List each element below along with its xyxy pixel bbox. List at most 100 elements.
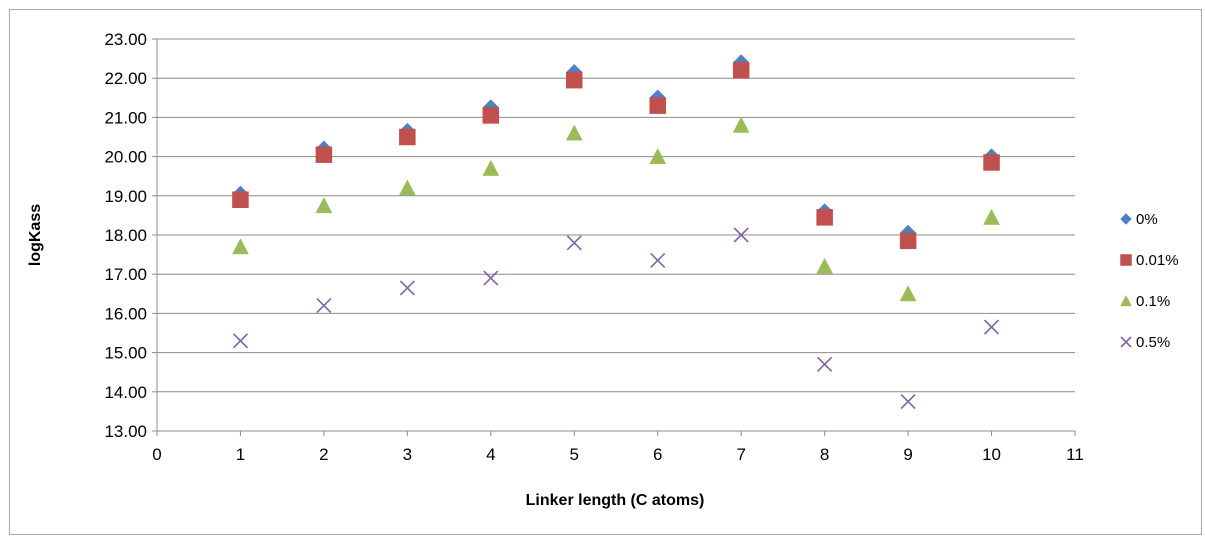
data-point [483,270,499,286]
y-tick-label: 14.00 [104,383,147,402]
x-tick-label: 10 [982,445,1001,464]
x-marker-stroke [483,270,499,286]
square-marker [649,97,666,114]
x-tick-label: 1 [236,445,245,464]
y-tick-label: 18.00 [104,226,147,245]
chart-frame [9,9,1202,535]
triangle-marker [232,238,249,255]
square-marker [732,62,750,79]
data-point [566,71,583,89]
y-tick-label: 19.00 [104,187,147,206]
x-tick-label: 9 [903,445,912,464]
legend-marker [1120,336,1132,348]
square-marker [983,154,1000,171]
x-tick-label: 0 [152,445,161,464]
y-tick-label: 20.00 [104,148,147,167]
data-point [315,197,333,214]
square-marker [482,107,500,124]
y-tick-label: 16.00 [104,304,147,323]
data-point [733,227,749,243]
data-point [398,179,416,196]
gridlines [157,38,1075,393]
x-marker-stroke [316,297,332,314]
legend-label: 0% [1136,211,1158,228]
square-marker [1120,254,1132,266]
y-tick-label: 17.00 [104,265,147,284]
triangle-marker [315,197,333,214]
data-point [650,252,666,269]
data-point [316,297,332,314]
triangle-marker [1120,294,1132,307]
data-point [900,394,916,410]
data-point [816,257,834,274]
data-point [315,146,333,163]
square-marker [566,71,583,89]
data-series [232,54,1000,410]
x-marker-stroke [817,356,833,372]
legend-label: 0.01% [1136,252,1179,269]
data-point [482,107,500,124]
data-point [732,62,750,79]
data-point [649,97,666,114]
x-tick-label: 8 [820,445,829,464]
x-axis-ticks: 0 1 2 3 4 5 6 7 8 9 10 11 [152,445,1084,464]
x-tick-label: 2 [319,445,328,464]
y-tick-label: 21.00 [104,108,147,127]
axes [152,38,1076,436]
y-tick-label: 23.00 [104,30,147,49]
square-marker [399,128,416,146]
legend-label: 0.1% [1136,293,1170,310]
triangle-marker [899,285,917,302]
legend-item: 0.5% [1120,334,1170,351]
x-marker-stroke [983,319,1000,335]
series-0-1- [232,116,1000,302]
triangle-marker [983,208,1000,225]
data-point [482,159,500,176]
x-tick-label: 6 [653,445,662,464]
y-tick-label: 15.00 [104,344,147,363]
x-tick-label: 5 [570,445,579,464]
x-marker-stroke [399,280,415,296]
x-marker-stroke [650,252,666,269]
x-tick-label: 3 [403,445,412,464]
x-tick-label: 7 [736,445,745,464]
data-point [816,209,833,226]
x-tick-label: 11 [1066,445,1084,464]
data-point [732,116,750,133]
data-point [983,319,1000,335]
triangle-marker [649,148,667,165]
y-tick-label: 22.00 [104,69,147,88]
data-point [983,154,1000,171]
square-marker [232,191,249,208]
y-tick-label: 13.00 [104,422,147,441]
x-marker-stroke [733,227,749,243]
data-point [399,128,416,146]
legend-item: 0.01% [1120,252,1179,269]
series-0-01- [232,62,1000,250]
square-marker [315,146,333,163]
diamond-marker [1120,213,1132,225]
legend-marker [1120,213,1132,225]
triangle-marker [398,179,416,196]
data-point [565,124,583,141]
series-0-5- [232,227,1000,410]
x-marker-stroke [566,235,582,251]
legend-item: 0.1% [1120,293,1170,310]
data-point [232,191,249,208]
legend-item: 0% [1120,211,1158,228]
x-marker-stroke [1120,336,1132,348]
triangle-marker [565,124,583,141]
data-point [232,333,249,349]
legend-marker [1120,254,1132,266]
series-0- [232,54,1000,242]
legend-label: 0.5% [1136,334,1170,351]
data-point [899,285,917,302]
triangle-marker [816,257,834,274]
x-axis-title: Linker length (C atoms) [526,492,705,509]
data-point [649,148,667,165]
data-point [399,280,415,296]
y-axis-title: logKass [27,204,44,266]
triangle-marker [732,116,750,133]
x-marker-stroke [900,394,916,410]
